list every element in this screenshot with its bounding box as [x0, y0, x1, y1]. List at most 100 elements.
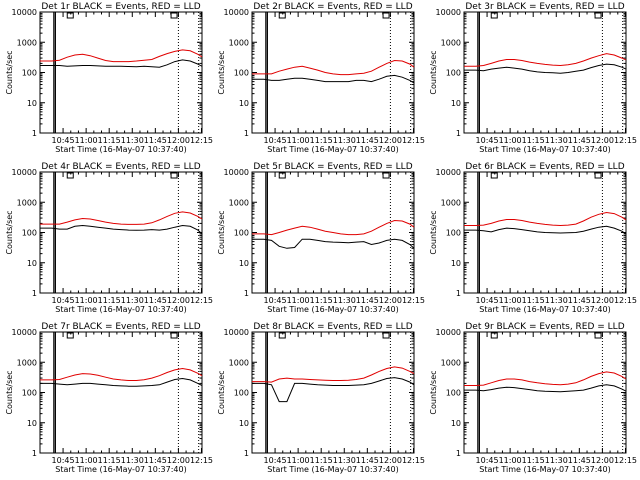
x-tick-label: 11:45 [568, 296, 591, 305]
x-tick-label: 11:15 [310, 456, 333, 465]
x-tick-label: 12:00 [167, 456, 190, 465]
y-tick-label: 10000 [12, 328, 37, 337]
y-tick-label: 1000 [441, 38, 461, 47]
y-tick-label: 10000 [12, 168, 37, 177]
flag-marker [66, 12, 74, 19]
flag-marker [278, 172, 286, 179]
y-tick-label: 10 [27, 419, 37, 428]
flag-marker [170, 332, 178, 339]
x-tick-label: 11:00 [75, 136, 98, 145]
y-tick-label: 1 [244, 129, 249, 138]
plot-frame [39, 171, 203, 294]
y-tick-label: 1000 [441, 198, 461, 207]
y-tick-label: 10000 [436, 8, 461, 17]
events-line [464, 384, 627, 393]
y-tick-label: 100 [22, 389, 37, 398]
x-tick-label: 10:45 [52, 456, 75, 465]
x-tick-label: 11:30 [333, 136, 356, 145]
y-axis-label: Counts/sec [429, 210, 438, 254]
x-tick-label: 10:45 [264, 296, 287, 305]
y-tick-label: 1 [244, 449, 249, 458]
x-tick-label: 12:00 [379, 296, 402, 305]
x-tick-label: 11:30 [121, 456, 144, 465]
x-tick-label: 11:15 [522, 296, 545, 305]
x-tick-label: 10:45 [476, 296, 499, 305]
x-tick-label: 11:30 [545, 456, 568, 465]
x-axis-label: Start Time (16-May-07 10:37:40) [267, 145, 398, 154]
flag-marker [66, 332, 74, 339]
lld-line [252, 59, 415, 76]
flag-marker [490, 172, 498, 179]
x-tick-label: 11:30 [121, 136, 144, 145]
lld-line [464, 371, 627, 386]
panel-title: Det 4r BLACK = Events, RED = LLD [41, 162, 200, 172]
x-tick-label: 12:15 [190, 136, 213, 145]
x-tick-label: 11:15 [310, 296, 333, 305]
x-axis-label: Start Time (16-May-07 10:37:40) [55, 305, 186, 314]
y-tick-label: 10 [27, 99, 37, 108]
y-tick-label: 10000 [224, 168, 249, 177]
x-tick-label: 11:00 [287, 296, 310, 305]
y-axis-label: Counts/sec [429, 370, 438, 414]
y-tick-label: 10000 [224, 328, 249, 337]
y-tick-label: 100 [22, 229, 37, 238]
plot-frame [39, 331, 203, 454]
x-tick-label: 12:15 [190, 296, 213, 305]
x-tick-label: 12:00 [591, 136, 614, 145]
y-tick-label: 1000 [441, 358, 461, 367]
y-tick-label: 1000 [229, 38, 249, 47]
x-tick-label: 11:15 [310, 136, 333, 145]
x-tick-label: 10:45 [52, 296, 75, 305]
x-tick-label: 11:00 [287, 456, 310, 465]
y-tick-label: 1000 [229, 358, 249, 367]
y-tick-label: 1 [32, 129, 37, 138]
y-tick-label: 100 [446, 69, 461, 78]
x-tick-label: 10:45 [476, 136, 499, 145]
y-tick-label: 100 [446, 229, 461, 238]
x-tick-label: 11:00 [287, 136, 310, 145]
x-tick-label: 11:30 [545, 136, 568, 145]
y-axis-label: Counts/sec [5, 210, 14, 254]
events-line [40, 377, 203, 387]
y-tick-label: 10 [451, 259, 461, 268]
flag-marker [278, 12, 286, 19]
lld-line [40, 367, 203, 381]
y-tick-label: 10 [239, 259, 249, 268]
x-tick-label: 11:45 [144, 456, 167, 465]
x-tick-label: 11:30 [333, 296, 356, 305]
x-tick-label: 11:30 [333, 456, 356, 465]
x-tick-label: 10:45 [264, 136, 287, 145]
x-tick-label: 11:00 [75, 296, 98, 305]
x-tick-label: 12:15 [190, 456, 213, 465]
events-line [252, 377, 415, 403]
x-tick-label: 12:00 [591, 456, 614, 465]
x-tick-label: 11:15 [98, 456, 121, 465]
x-tick-label: 11:45 [356, 136, 379, 145]
y-tick-label: 100 [234, 69, 249, 78]
flag-marker [66, 172, 74, 179]
y-tick-label: 100 [234, 389, 249, 398]
x-tick-label: 12:15 [614, 136, 637, 145]
panel-5: Det 5r BLACK = Events, RED = LLD 1 10 100 10… [217, 162, 425, 314]
flag-marker [594, 332, 602, 339]
panel-title: Det 2r BLACK = Events, RED = LLD [253, 2, 412, 12]
y-tick-label: 10000 [12, 8, 37, 17]
flag-marker [170, 12, 178, 19]
x-tick-label: 12:15 [402, 136, 425, 145]
y-axis-label: Counts/sec [217, 370, 226, 414]
x-tick-label: 11:15 [522, 136, 545, 145]
y-tick-label: 1 [456, 289, 461, 298]
panel-1: Det 1r BLACK = Events, RED = LLD 1 10 100 10… [5, 2, 213, 154]
lld-line [464, 211, 627, 227]
y-tick-label: 1000 [17, 198, 37, 207]
x-axis-label: Start Time (16-May-07 10:37:40) [479, 145, 610, 154]
x-tick-label: 10:45 [476, 456, 499, 465]
x-axis-label: Start Time (16-May-07 10:37:40) [479, 465, 610, 474]
lld-line [40, 49, 203, 63]
plot-frame [39, 11, 203, 134]
y-tick-label: 10 [451, 419, 461, 428]
x-tick-label: 11:45 [568, 456, 591, 465]
lld-line [464, 53, 627, 67]
x-tick-label: 12:15 [402, 456, 425, 465]
flag-marker [490, 12, 498, 19]
